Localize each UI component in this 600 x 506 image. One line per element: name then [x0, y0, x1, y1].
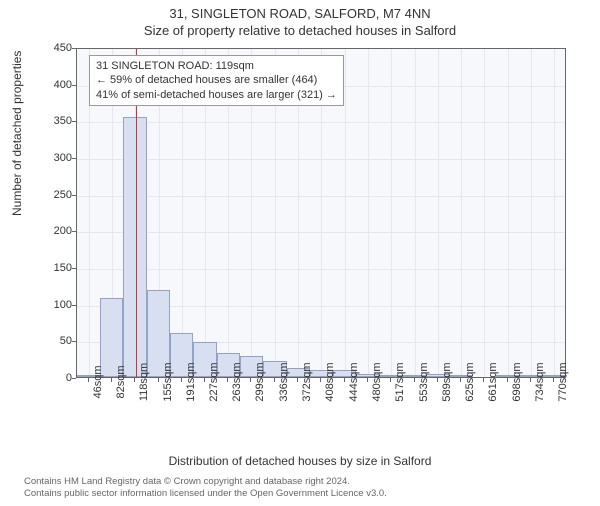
x-tick-mark [553, 378, 554, 382]
y-tick-label: 200 [42, 225, 72, 237]
x-tick-label: 82sqm [115, 365, 127, 398]
gridline-v [554, 49, 555, 377]
gridline-v [368, 49, 369, 377]
y-tick-label: 250 [42, 189, 72, 201]
x-tick-mark [250, 378, 251, 382]
x-tick-mark [181, 378, 182, 382]
y-tick-mark [72, 341, 76, 342]
x-tick-label: 480sqm [371, 362, 383, 401]
y-tick-mark [72, 378, 76, 379]
x-tick-mark [204, 378, 205, 382]
gridline-v [415, 49, 416, 377]
y-tick-label: 450 [42, 42, 72, 54]
gridline-v [531, 49, 532, 377]
footer-line-1: Contains HM Land Registry data © Crown c… [24, 476, 387, 488]
y-axis-label: Number of detached properties [10, 51, 24, 216]
chart-container: 31 SINGLETON ROAD: 119sqm← 59% of detach… [46, 48, 566, 408]
x-tick-label: 191sqm [185, 362, 197, 401]
x-tick-label: 698sqm [511, 362, 523, 401]
x-tick-label: 372sqm [301, 362, 313, 401]
x-tick-mark [88, 378, 89, 382]
x-tick-mark [507, 378, 508, 382]
y-tick-mark [72, 268, 76, 269]
y-tick-label: 400 [42, 79, 72, 91]
y-tick-mark [72, 48, 76, 49]
y-tick-mark [72, 121, 76, 122]
annotation-line: 31 SINGLETON ROAD: 119sqm [96, 59, 337, 73]
y-tick-label: 150 [42, 262, 72, 274]
x-tick-label: 299sqm [254, 362, 266, 401]
x-tick-mark [297, 378, 298, 382]
x-tick-mark [390, 378, 391, 382]
y-tick-label: 350 [42, 115, 72, 127]
annotation-line: ← 59% of detached houses are smaller (46… [96, 73, 337, 87]
y-tick-mark [72, 158, 76, 159]
x-tick-mark [158, 378, 159, 382]
page-subtitle: Size of property relative to detached ho… [0, 23, 600, 38]
x-tick-label: 661sqm [487, 362, 499, 401]
x-tick-label: 263sqm [231, 362, 243, 401]
x-tick-label: 625sqm [464, 362, 476, 401]
x-tick-label: 517sqm [394, 362, 406, 401]
annotation-line: 41% of semi-detached houses are larger (… [96, 88, 337, 102]
x-tick-label: 118sqm [138, 363, 150, 401]
x-tick-mark [530, 378, 531, 382]
x-tick-mark [460, 378, 461, 382]
x-tick-mark [111, 378, 112, 382]
x-axis-label: Distribution of detached houses by size … [0, 454, 600, 468]
x-tick-label: 589sqm [441, 362, 453, 401]
gridline-v [484, 49, 485, 377]
annotation-box: 31 SINGLETON ROAD: 119sqm← 59% of detach… [89, 55, 344, 106]
x-tick-label: 336sqm [278, 362, 290, 401]
gridline-v [508, 49, 509, 377]
x-tick-mark [134, 378, 135, 382]
x-tick-mark [437, 378, 438, 382]
x-tick-label: 46sqm [92, 365, 104, 398]
x-tick-mark [367, 378, 368, 382]
footer-attribution: Contains HM Land Registry data © Crown c… [24, 476, 387, 500]
x-tick-mark [227, 378, 228, 382]
gridline-v [345, 49, 346, 377]
x-tick-mark [320, 378, 321, 382]
x-tick-label: 734sqm [534, 362, 546, 401]
y-tick-mark [72, 195, 76, 196]
x-tick-mark [414, 378, 415, 382]
page-title: 31, SINGLETON ROAD, SALFORD, M7 4NN [0, 6, 600, 21]
x-tick-label: 227sqm [208, 362, 220, 401]
x-tick-label: 444sqm [348, 362, 360, 401]
footer-line-2: Contains public sector information licen… [24, 488, 387, 500]
x-tick-mark [344, 378, 345, 382]
gridline-v [391, 49, 392, 377]
x-tick-mark [274, 378, 275, 382]
y-tick-label: 300 [42, 152, 72, 164]
gridline-v [438, 49, 439, 377]
x-tick-label: 155sqm [162, 362, 174, 401]
y-tick-mark [72, 305, 76, 306]
gridline-v [461, 49, 462, 377]
plot-area: 31 SINGLETON ROAD: 119sqm← 59% of detach… [76, 48, 566, 378]
x-tick-mark [483, 378, 484, 382]
y-tick-label: 50 [42, 335, 72, 347]
x-tick-label: 770sqm [557, 362, 569, 401]
x-tick-label: 553sqm [418, 362, 430, 401]
y-tick-label: 100 [42, 299, 72, 311]
y-tick-label: 0 [42, 372, 72, 384]
x-tick-label: 408sqm [324, 362, 336, 401]
y-tick-mark [72, 85, 76, 86]
y-tick-mark [72, 231, 76, 232]
